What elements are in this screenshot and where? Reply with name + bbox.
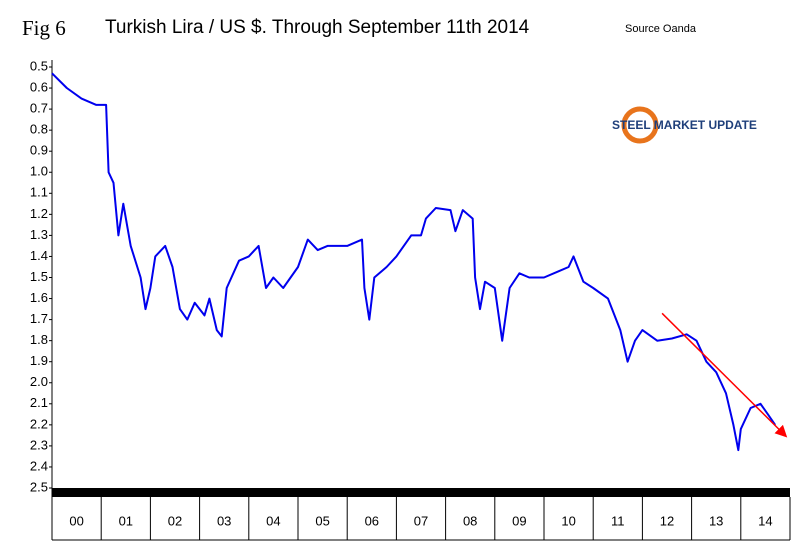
chart-title: Turkish Lira / US $. Through September 1…	[105, 17, 530, 38]
y-tick-label: 1.6	[30, 290, 48, 305]
figure-label: Fig 6	[22, 16, 66, 40]
x-tick-label: 11	[611, 513, 625, 528]
y-tick-label: 2.0	[30, 374, 48, 389]
y-tick-label: 1.9	[30, 353, 48, 368]
y-tick-label: 1.8	[30, 332, 48, 347]
y-tick-label: 2.2	[30, 416, 48, 431]
x-axis-bar	[52, 488, 790, 497]
y-tick-label: 1.4	[30, 248, 48, 263]
logo-icon	[621, 106, 659, 144]
y-tick-label: 1.7	[30, 311, 48, 326]
y-tick-label: 0.8	[30, 122, 48, 137]
x-tick-label: 10	[561, 513, 575, 528]
y-tick-label: 0.5	[30, 58, 48, 73]
x-tick-label: 09	[512, 513, 526, 528]
y-tick-label: 0.6	[30, 79, 48, 94]
y-tick-label: 1.1	[30, 185, 48, 200]
y-tick-label: 1.2	[30, 206, 48, 221]
y-tick-label: 1.5	[30, 269, 48, 284]
x-tick-label: 06	[365, 513, 379, 528]
x-tick-label: 07	[414, 513, 428, 528]
x-tick-label: 14	[758, 513, 772, 528]
x-tick-label: 05	[315, 513, 329, 528]
x-tick-label: 04	[266, 513, 280, 528]
line-series	[51, 72, 777, 452]
y-tick-label: 1.3	[30, 227, 48, 242]
x-tick-label: 12	[660, 513, 674, 528]
source: Source Oanda	[625, 23, 697, 35]
y-tick-label: 2.3	[30, 437, 48, 452]
logo: STEEL MARKET UPDATE	[612, 118, 757, 132]
y-tick-label: 2.4	[30, 458, 48, 473]
y-tick-label: 1.0	[30, 164, 48, 179]
y-tick-label: 0.9	[30, 143, 48, 158]
y-tick-label: 2.1	[30, 395, 48, 410]
x-tick-label: 08	[463, 513, 477, 528]
trend-arrow	[661, 312, 788, 438]
x-tick-label: 00	[69, 513, 83, 528]
y-tick-label: 2.5	[30, 479, 48, 494]
x-tick-label: 01	[119, 513, 133, 528]
x-tick-label: 03	[217, 513, 231, 528]
y-tick-label: 0.7	[30, 101, 48, 116]
x-tick-label: 02	[168, 513, 182, 528]
x-tick-label: 13	[709, 513, 723, 528]
